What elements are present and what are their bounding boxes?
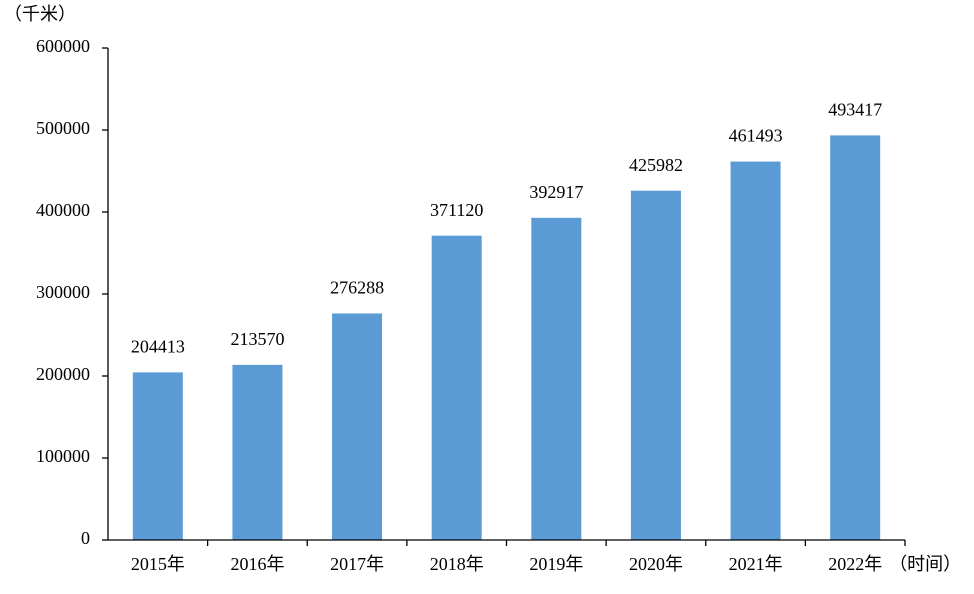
data-label: 461493 xyxy=(729,126,783,146)
data-label: 371120 xyxy=(430,200,483,220)
bar xyxy=(332,313,383,540)
x-tick-label: 2022年 xyxy=(828,554,882,574)
x-tick-label: 2021年 xyxy=(729,554,783,574)
bar xyxy=(630,190,681,540)
y-axis-label: （千米） xyxy=(4,4,76,24)
data-label: 493417 xyxy=(828,100,882,120)
y-tick-label: 0 xyxy=(81,528,90,548)
data-label: 425982 xyxy=(629,155,683,175)
bar xyxy=(730,161,781,540)
x-tick-label: 2016年 xyxy=(230,554,284,574)
x-axis-label: （时间） xyxy=(889,554,961,574)
y-tick-label: 300000 xyxy=(36,282,90,302)
x-tick-label: 2017年 xyxy=(330,554,384,574)
y-tick-label: 200000 xyxy=(36,364,90,384)
x-tick-label: 2019年 xyxy=(529,554,583,574)
bar xyxy=(232,364,283,540)
y-tick-label: 100000 xyxy=(36,446,90,466)
y-tick-label: 500000 xyxy=(36,118,90,138)
data-label: 276288 xyxy=(330,278,384,298)
bar xyxy=(132,372,183,540)
data-label: 204413 xyxy=(131,337,185,357)
bar xyxy=(531,217,582,541)
x-tick-label: 2015年 xyxy=(131,554,185,574)
bar xyxy=(431,235,482,541)
data-label: 392917 xyxy=(529,182,583,202)
x-tick-label: 2018年 xyxy=(430,554,484,574)
data-label: 213570 xyxy=(230,329,284,349)
x-tick-label: 2020年 xyxy=(629,554,683,574)
y-tick-label: 600000 xyxy=(36,36,90,56)
bar xyxy=(830,135,881,540)
y-tick-label: 400000 xyxy=(36,200,90,220)
